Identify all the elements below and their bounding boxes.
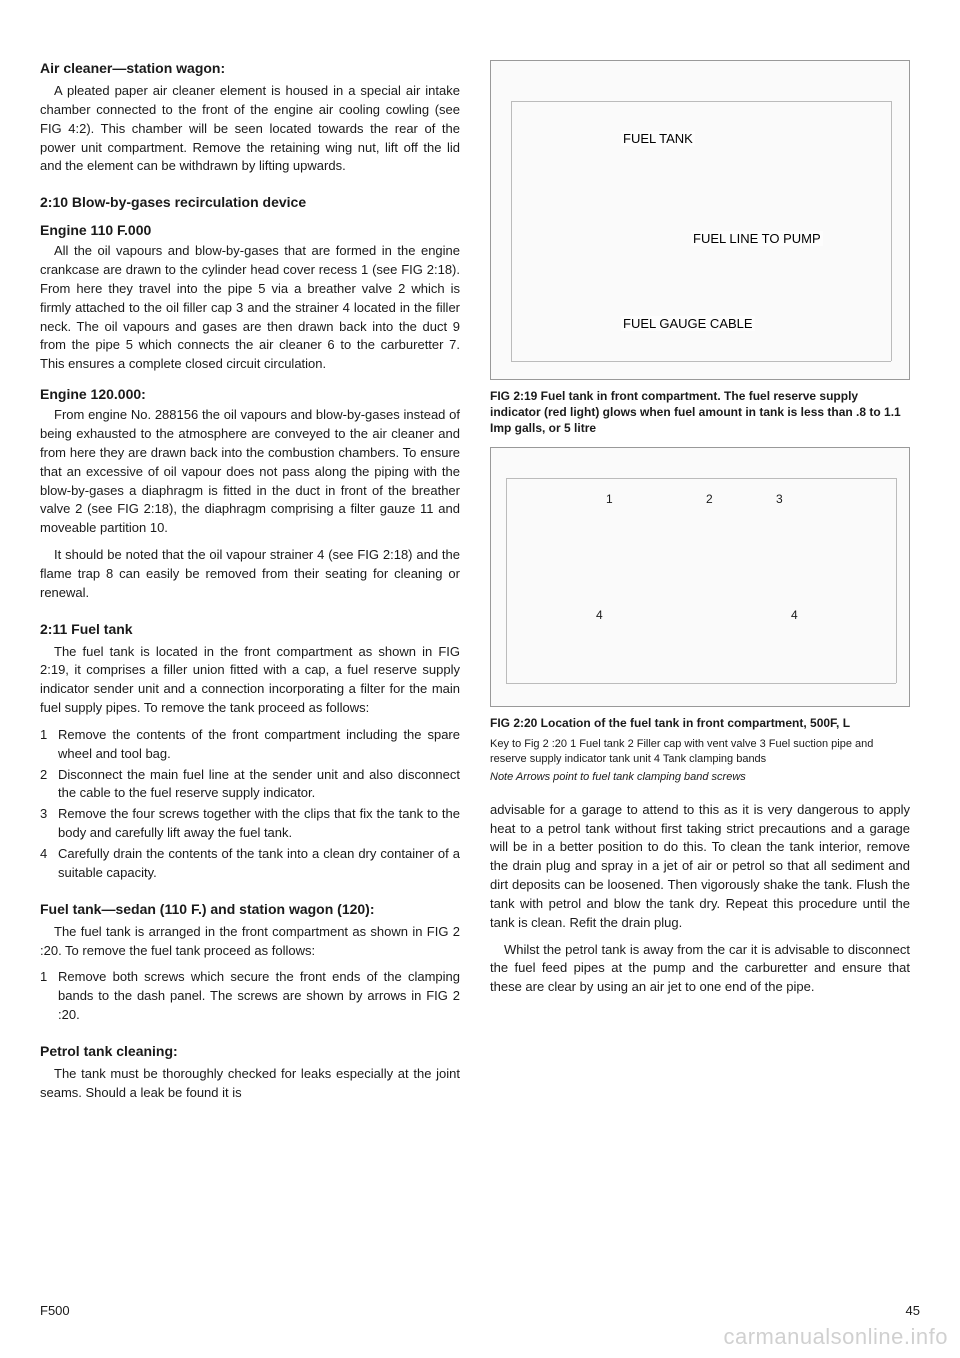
heading-2-10: 2:10 Blow-by-gases recirculation device <box>40 194 460 210</box>
heading-2-11: 2:11 Fuel tank <box>40 621 460 637</box>
figure-callout-2: 2 <box>706 492 713 506</box>
figure-callout-3: 3 <box>776 492 783 506</box>
figure-2-19: FUEL TANK FUEL LINE TO PUMP FUEL GAUGE C… <box>490 60 910 437</box>
figure-2-19-caption: FIG 2:19 Fuel tank in front compartment.… <box>490 388 910 437</box>
list-item: 2Disconnect the main fuel line at the se… <box>40 766 460 804</box>
figure-2-20-key: Key to Fig 2 :20 1 Fuel tank 2 Filler ca… <box>490 737 910 767</box>
figure-label-fuel-tank: FUEL TANK <box>621 131 695 146</box>
para: The fuel tank is located in the front co… <box>40 643 460 718</box>
list-text: Remove the contents of the front compart… <box>58 727 460 761</box>
procedure-list: 1Remove the contents of the front compar… <box>40 726 460 883</box>
figure-2-19-image: FUEL TANK FUEL LINE TO PUMP FUEL GAUGE C… <box>490 60 910 380</box>
footer-page-number: 45 <box>906 1303 920 1318</box>
figure-label-fuel-line: FUEL LINE TO PUMP <box>691 231 823 246</box>
para: It should be noted that the oil vapour s… <box>40 546 460 603</box>
figure-2-20-caption: FIG 2:20 Location of the fuel tank in fr… <box>490 715 910 731</box>
heading-petrol-cleaning: Petrol tank cleaning: <box>40 1043 460 1059</box>
list-item: 3Remove the four screws together with th… <box>40 805 460 843</box>
list-text: Carefully drain the contents of the tank… <box>58 846 460 880</box>
figure-2-20: 1 2 3 4 4 FIG 2:20 Location of the fuel … <box>490 447 910 785</box>
heading-fuel-tank-sedan: Fuel tank—sedan (110 F.) and station wag… <box>40 901 460 917</box>
watermark: carmanualsonline.info <box>723 1324 948 1350</box>
figure-callout-1: 1 <box>606 492 613 506</box>
list-text: Remove the four screws together with the… <box>58 806 460 840</box>
page-footer: F500 45 <box>40 1303 920 1318</box>
list-text: Disconnect the main fuel line at the sen… <box>58 767 460 801</box>
para: A pleated paper air cleaner element is h… <box>40 82 460 176</box>
list-item: 4Carefully drain the contents of the tan… <box>40 845 460 883</box>
figure-2-20-note: Note Arrows point to fuel tank clamping … <box>490 770 910 784</box>
footer-left: F500 <box>40 1303 70 1318</box>
list-item: 1Remove both screws which secure the fro… <box>40 968 460 1025</box>
list-text: Remove both screws which secure the fron… <box>58 969 460 1022</box>
figure-callout-4a: 4 <box>596 608 603 622</box>
subhead-engine-110: Engine 110 F.000 <box>40 222 460 238</box>
subhead-engine-120: Engine 120.000: <box>40 386 460 402</box>
para: All the oil vapours and blow-by-gases th… <box>40 242 460 374</box>
para: The fuel tank is arranged in the front c… <box>40 923 460 961</box>
page-content: Air cleaner—station wagon: A pleated pap… <box>0 0 960 1151</box>
figure-label-fuel-gauge: FUEL GAUGE CABLE <box>621 316 755 331</box>
figure-2-20-image: 1 2 3 4 4 <box>490 447 910 707</box>
heading-air-cleaner: Air cleaner—station wagon: <box>40 60 460 76</box>
para: advisable for a garage to attend to this… <box>490 801 910 933</box>
figure-callout-4b: 4 <box>791 608 798 622</box>
list-item: 1Remove the contents of the front compar… <box>40 726 460 764</box>
para: From engine No. 288156 the oil vapours a… <box>40 406 460 538</box>
left-column: Air cleaner—station wagon: A pleated pap… <box>40 60 460 1111</box>
para: Whilst the petrol tank is away from the … <box>490 941 910 998</box>
procedure-list: 1Remove both screws which secure the fro… <box>40 968 460 1025</box>
right-column: FUEL TANK FUEL LINE TO PUMP FUEL GAUGE C… <box>490 60 910 1111</box>
para: The tank must be thoroughly checked for … <box>40 1065 460 1103</box>
